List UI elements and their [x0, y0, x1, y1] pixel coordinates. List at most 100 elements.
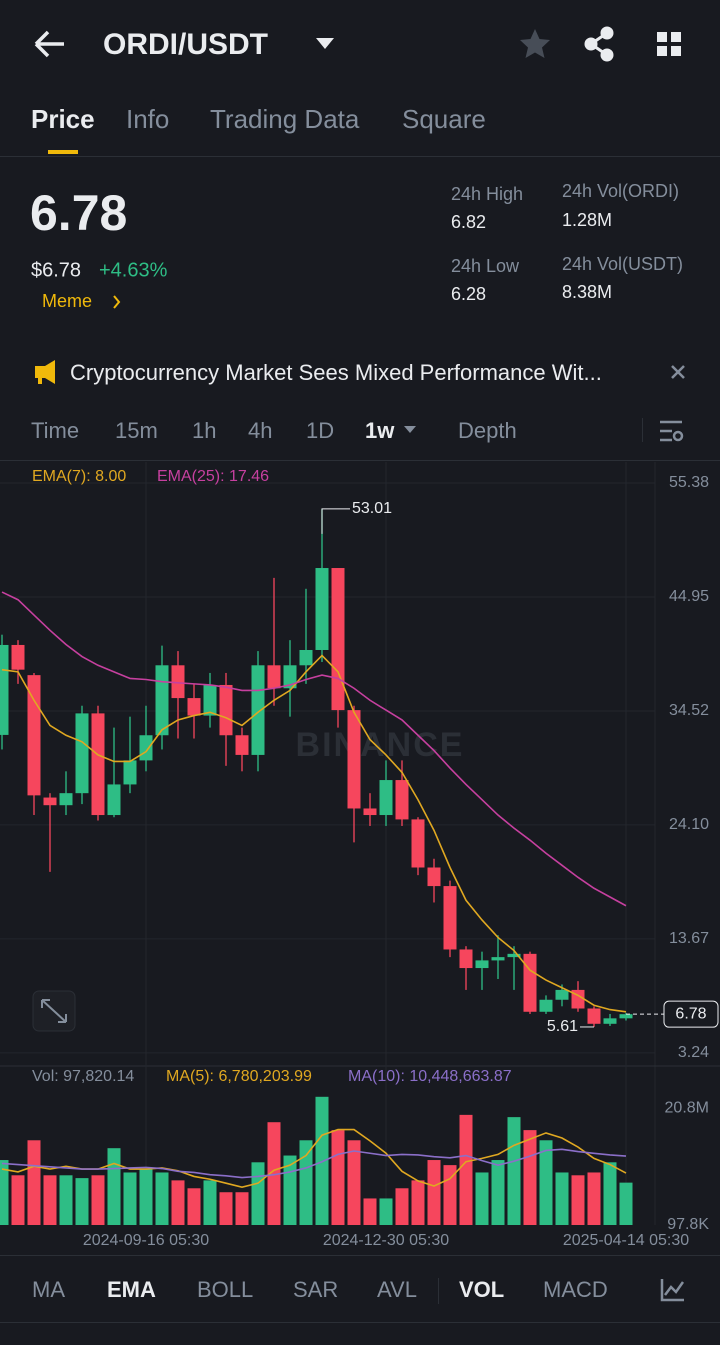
interval-dropdown[interactable] [404, 426, 416, 433]
candle-body [43, 797, 57, 806]
interval[interactable]: 4h [248, 418, 272, 443]
stat-value: 1.28M [562, 210, 612, 230]
candle-body [123, 760, 137, 785]
indicator-tab[interactable]: EMA [107, 1277, 156, 1302]
interval[interactable]: Time [31, 418, 79, 443]
candle-body [619, 1014, 633, 1019]
last-price: 6.78 [30, 185, 127, 241]
candle-body [411, 819, 425, 868]
pair-title[interactable]: ORDI/USDT [103, 28, 268, 61]
tab[interactable]: Info [126, 104, 169, 134]
indicator-tab[interactable]: MA [32, 1277, 65, 1302]
legend-entry: Vol: 97,820.14 [32, 1068, 134, 1085]
back-button[interactable] [34, 30, 64, 58]
candle-body [491, 957, 505, 961]
volume-bar [571, 1175, 585, 1225]
candle-body [203, 684, 217, 716]
candle-body [155, 665, 169, 736]
news-headline[interactable]: Cryptocurrency Market Sees Mixed Perform… [70, 360, 602, 385]
stat-label: 24h High [451, 184, 523, 204]
ma-line [1, 1128, 627, 1188]
candle-body [347, 710, 361, 809]
min-label: 5.61 [547, 1018, 578, 1035]
favorite-icon[interactable] [520, 29, 550, 58]
candle-body [587, 1008, 601, 1024]
volume-bar [27, 1140, 41, 1225]
indicator-bar: MA EMA BOLL SAR AVL VOL MACD [32, 1277, 608, 1302]
y-tick-label: 55.38 [669, 474, 709, 491]
indicator-settings[interactable] [660, 1279, 685, 1302]
interval[interactable]: Depth [458, 418, 517, 443]
candle-body [379, 780, 393, 816]
kline-chart: 55.38 44.95 34.52 24.10 13.67 3.24 2024-09-16 … [0, 462, 720, 1249]
chart-settings[interactable] [660, 420, 684, 442]
separator [642, 418, 643, 442]
tab[interactable]: Trading Data [210, 104, 360, 134]
candle-body [475, 960, 489, 969]
interval[interactable]: 1w [365, 418, 395, 443]
volume-bar [555, 1172, 569, 1225]
usd-price: $6.78 [31, 259, 81, 281]
pair-dropdown[interactable] [316, 38, 334, 49]
volume-bar [587, 1172, 601, 1225]
volume-bar [347, 1140, 361, 1225]
candle-body [603, 1018, 617, 1024]
volume-bar [75, 1178, 89, 1225]
indicator-tab[interactable]: SAR [293, 1277, 338, 1302]
interval[interactable]: 1h [192, 418, 216, 443]
legend-entry: EMA(25): 17.46 [157, 468, 269, 485]
volume-bar [475, 1172, 489, 1225]
tag[interactable]: Meme [42, 291, 92, 311]
volume-bar [0, 1160, 9, 1225]
stat-value: 8.38M [562, 282, 612, 302]
volume-bar [395, 1188, 409, 1225]
volume-bar [427, 1160, 441, 1225]
price-change: +4.63% [99, 259, 168, 281]
news-icon [35, 360, 55, 384]
candle-body [107, 784, 121, 816]
stat-label: 24h Low [451, 256, 520, 276]
candle-body [523, 953, 537, 1012]
divider [0, 460, 720, 461]
tab[interactable]: Price [31, 104, 95, 134]
interval[interactable]: 1D [306, 418, 334, 443]
candle-body [459, 949, 473, 969]
volume-bar [539, 1140, 553, 1225]
stat-value: 6.28 [451, 284, 486, 304]
volume-bar [523, 1130, 537, 1225]
tag-chevron [113, 295, 121, 309]
x-tick-label: 2024-09-16 05:30 [83, 1232, 209, 1249]
candle-body [395, 780, 409, 820]
tab[interactable]: Square [402, 104, 486, 134]
share-icon[interactable] [584, 26, 614, 62]
interval[interactable]: 15m [115, 418, 158, 443]
volume-bar [459, 1114, 473, 1225]
volume-bar [411, 1180, 425, 1225]
candle-body [555, 989, 569, 1000]
volume-bar [619, 1182, 633, 1225]
x-tick-label: 2024-12-30 05:30 [323, 1232, 449, 1249]
stat-label: 24h Vol(ORDI) [562, 181, 679, 201]
fullscreen-button[interactable] [32, 990, 76, 1032]
candle-body [283, 665, 297, 689]
volume-bar [59, 1175, 73, 1225]
indicator-tab[interactable]: BOLL [197, 1277, 253, 1302]
volume-bar [91, 1175, 105, 1225]
volume-bar [363, 1198, 377, 1225]
volume-bar [139, 1168, 153, 1225]
candle-body [539, 999, 553, 1012]
candle-body [171, 665, 185, 699]
indicator-tab[interactable]: MACD [543, 1277, 608, 1302]
stat-label: 24h Vol(USDT) [562, 254, 683, 274]
divider [0, 1255, 720, 1256]
grid-icon[interactable] [657, 32, 681, 56]
indicator-tab[interactable]: VOL [459, 1277, 504, 1302]
candle-body [235, 735, 249, 755]
news-close[interactable] [671, 365, 685, 379]
indicator-tab[interactable]: AVL [377, 1277, 417, 1302]
candle-body [139, 735, 153, 761]
max-label: 53.01 [352, 500, 392, 517]
volume-bar [235, 1192, 249, 1225]
ema-line [1, 591, 627, 907]
y-tick-label: 97.8K [667, 1216, 709, 1233]
